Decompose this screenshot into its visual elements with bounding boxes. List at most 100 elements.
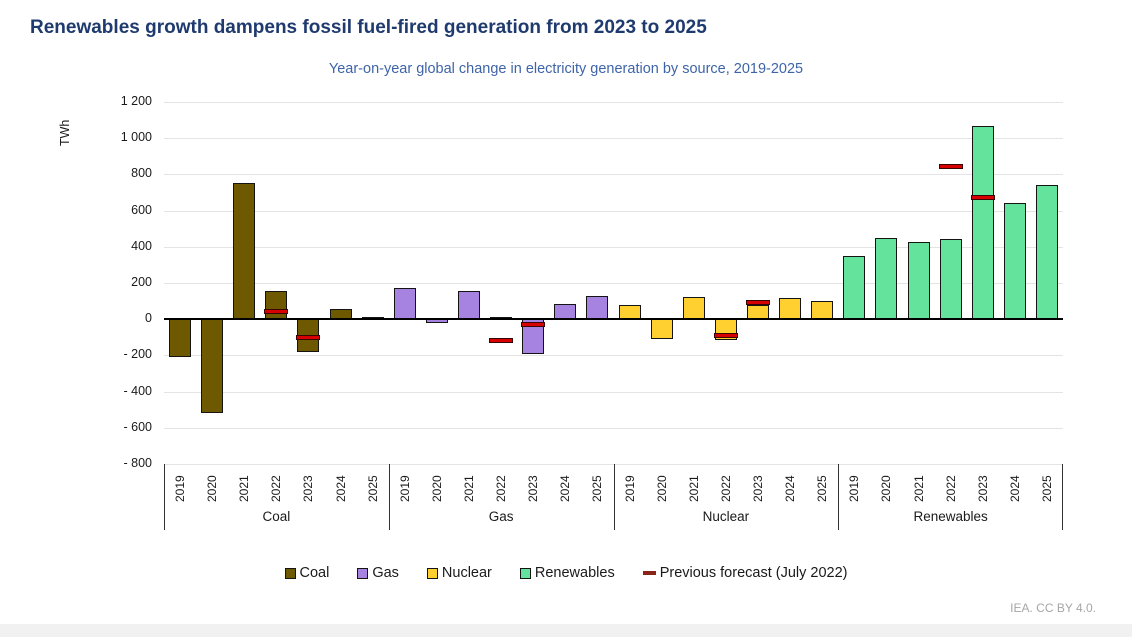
gridline [164,391,1063,393]
chart-subtitle: Year-on-year global change in electricit… [328,61,804,77]
legend-item-nuclear: Nuclear [426,565,492,581]
x-tick-label-gas-2021: 2021 [462,475,477,502]
nuclear-swatch-icon [426,567,438,579]
legend-label: Renewables [534,565,615,581]
chart-title: Renewables growth dampens fossil fuel-fi… [30,17,707,38]
bar-nuclear-2025 [811,301,834,320]
page-bottom-strip [0,624,1132,637]
y-tick-label: 0 [145,311,152,326]
bar-coal-2021 [233,182,256,320]
y-axis-unit-label: TWh [58,119,72,146]
group-label-nuclear: Nuclear [702,509,750,524]
forecast-dash-nuclear-2022 [713,332,738,338]
legend-item-gas: Gas [357,565,399,581]
x-tick-label-nuclear-2025: 2025 [815,475,830,502]
legend-item-previous-forecast: Previous forecast (July 2022) [642,565,847,581]
renewables-swatch-icon [519,567,531,579]
x-tick-label-gas-2020: 2020 [429,475,444,502]
gridline [164,283,1063,284]
x-tick-label-coal-2021: 2021 [237,475,252,502]
legend: Coal Gas Nuclear Renewables Previous forecas… [0,565,1132,581]
y-tick-label: - 400 [123,383,153,398]
group-separator [388,464,390,530]
y-tick-label: 1 000 [120,130,152,145]
bar-renewables-2020 [875,237,898,320]
x-tick-label-renewables-2025: 2025 [1039,475,1054,502]
forecast-dash-gas-2022 [489,337,514,343]
x-tick-label-gas-2025: 2025 [590,475,605,502]
legend-label: Coal [299,565,330,581]
bar-coal-2019 [169,319,192,358]
bar-renewables-2019 [843,255,866,320]
x-tick-label-nuclear-2020: 2020 [654,475,669,502]
x-tick-label-coal-2022: 2022 [269,475,284,502]
group-label-renewables: Renewables [913,509,988,524]
x-tick-label-gas-2019: 2019 [397,475,412,502]
gridline [164,355,1063,357]
group-separator [1062,464,1063,530]
bar-nuclear-2024 [779,298,802,320]
x-tick-label-renewables-2020: 2020 [879,475,894,502]
legend-label: Nuclear [441,565,492,581]
coal-swatch-icon [284,567,296,579]
legend-label: Gas [372,565,399,581]
group-separator [613,464,615,530]
group-separator [164,464,165,530]
x-tick-label-nuclear-2022: 2022 [718,475,733,502]
x-tick-label-nuclear-2024: 2024 [783,475,798,502]
legend-item-coal: Coal [284,565,330,581]
x-tick-label-coal-2025: 2025 [365,475,380,502]
x-tick-label-renewables-2021: 2021 [911,475,926,502]
x-tick-label-gas-2023: 2023 [526,475,541,502]
x-tick-label-gas-2022: 2022 [494,475,509,502]
bar-gas-2025 [586,295,609,320]
gridline [164,246,1063,248]
x-tick-label-renewables-2019: 2019 [847,475,862,502]
forecast-dash-renewables-2023 [970,194,995,200]
y-tick-label: - 200 [123,347,153,362]
bar-nuclear-2020 [650,319,673,340]
x-tick-label-renewables-2022: 2022 [943,475,958,502]
y-tick-label: 600 [131,202,152,217]
bar-renewables-2021 [907,242,930,320]
bar-nuclear-2021 [682,296,705,320]
bar-renewables-2025 [1035,185,1058,320]
gridline [164,427,1063,429]
source-credit: IEA. CC BY 4.0. [1010,601,1096,615]
x-axis-zero-line [164,318,1063,321]
x-tick-label-renewables-2024: 2024 [1007,475,1022,502]
bar-renewables-2023 [971,126,994,320]
forecast-dash-coal-2023 [296,334,321,340]
y-tick-label: - 600 [123,419,153,434]
gridline [164,138,1063,140]
bar-renewables-2024 [1003,203,1026,320]
bar-renewables-2022 [939,238,962,320]
bar-coal-2022 [265,291,288,320]
bar-nuclear-2019 [618,304,641,320]
previous-forecast-swatch-icon [642,571,656,575]
group-label-coal: Coal [262,509,291,524]
legend-item-renewables: Renewables [519,565,615,581]
x-tick-label-nuclear-2019: 2019 [622,475,637,502]
bar-gas-2021 [458,291,481,320]
x-tick-label-renewables-2023: 2023 [975,475,990,502]
y-tick-label: 400 [131,238,152,253]
x-tick-label-coal-2024: 2024 [333,475,348,502]
x-tick-label-nuclear-2021: 2021 [686,475,701,502]
bar-coal-2020 [201,319,224,414]
group-label-gas: Gas [488,509,514,524]
gridline [164,102,1063,103]
y-tick-label: 1 200 [120,94,152,108]
forecast-dash-renewables-2022 [938,163,963,169]
y-tick-label: 800 [131,166,152,181]
bar-nuclear-2023 [746,304,769,320]
forecast-dash-coal-2022 [264,308,289,314]
gas-swatch-icon [357,567,369,579]
y-tick-label: - 800 [123,456,153,470]
bar-gas-2019 [393,288,416,320]
forecast-dash-gas-2023 [521,322,546,328]
x-tick-label-nuclear-2023: 2023 [750,475,765,502]
y-tick-label: 200 [131,275,152,289]
bar-gas-2024 [554,303,577,320]
